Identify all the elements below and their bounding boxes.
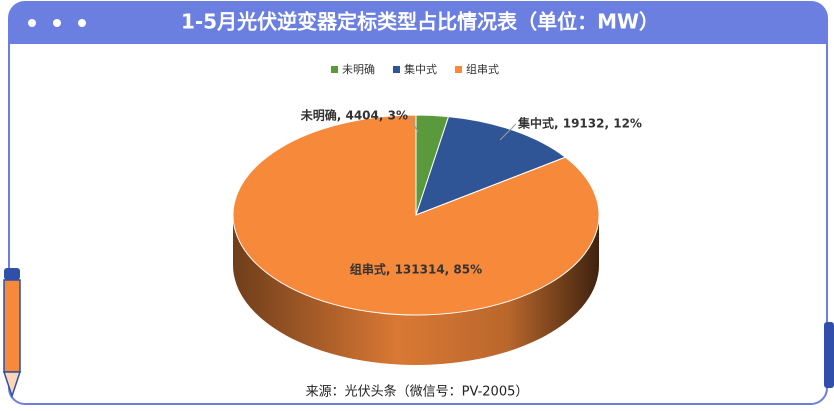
legend-label: 组串式 [466, 62, 499, 76]
source-note: 来源：光伏头条（微信号：PV-2005） [306, 384, 529, 400]
pencil-tip [2, 371, 22, 399]
header-bar [9, 2, 827, 44]
legend-swatch [393, 66, 400, 73]
data-label: 未明确, 4404, 3% [300, 108, 408, 123]
legend-label: 未明确 [342, 63, 375, 76]
side-shade [233, 215, 599, 365]
slice [232, 114, 600, 316]
chart-title: 1-5月光伏逆变器定标类型占比情况表（单位：MW） [181, 10, 659, 34]
data-label: 集中式, 19132, 12% [517, 116, 642, 131]
leader-line [499, 123, 517, 141]
side-tab [824, 322, 834, 388]
data-label: 组串式, 131314, 85% [350, 262, 482, 277]
legend-label: 集中式 [404, 62, 437, 76]
legend-swatch [331, 66, 338, 73]
dot [78, 19, 86, 27]
pencil-body [3, 279, 21, 373]
pencil-cap [4, 268, 20, 280]
legend-swatch [455, 66, 462, 73]
slice [415, 116, 567, 216]
dot [28, 19, 36, 27]
leader-line [409, 116, 419, 133]
dot [53, 19, 61, 27]
